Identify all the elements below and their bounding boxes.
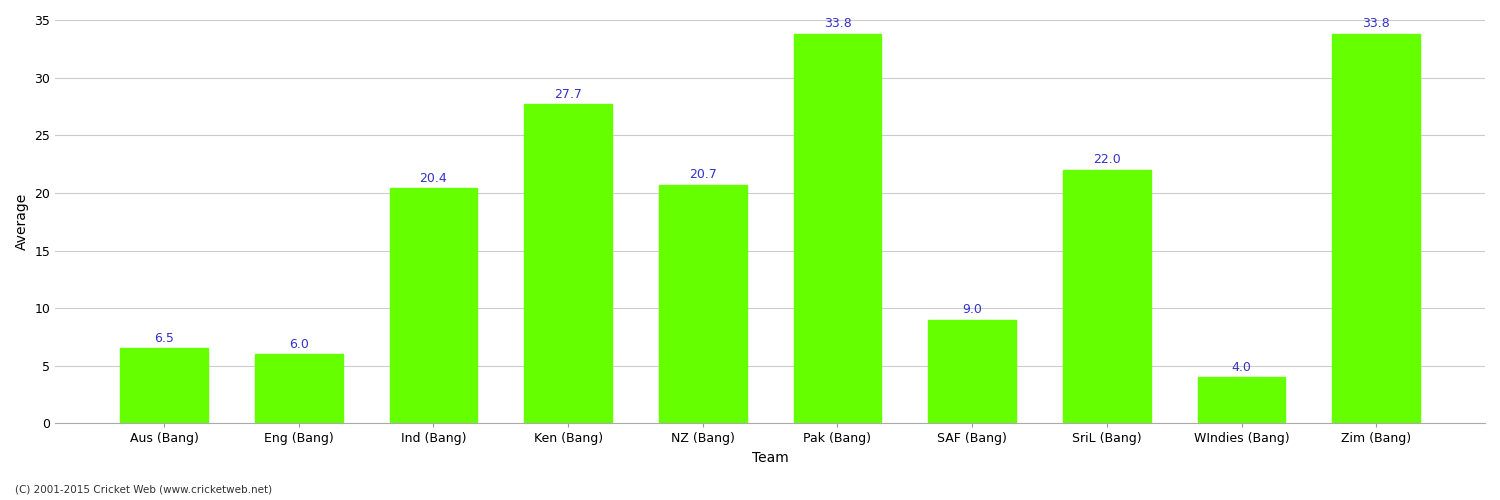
Text: 22.0: 22.0 — [1094, 154, 1120, 166]
Bar — [525, 104, 612, 424]
Bar — [255, 354, 342, 424]
Y-axis label: Average: Average — [15, 193, 28, 250]
Text: 27.7: 27.7 — [554, 88, 582, 101]
Text: 20.4: 20.4 — [420, 172, 447, 185]
Text: 6.5: 6.5 — [154, 332, 174, 345]
Bar — [1198, 378, 1286, 424]
Text: 33.8: 33.8 — [824, 18, 852, 30]
Bar — [120, 348, 208, 424]
Bar — [928, 320, 1016, 424]
X-axis label: Team: Team — [752, 451, 789, 465]
Text: 33.8: 33.8 — [1362, 18, 1390, 30]
Text: 9.0: 9.0 — [962, 303, 982, 316]
Bar — [1064, 170, 1150, 423]
Bar — [1332, 34, 1420, 423]
Text: 20.7: 20.7 — [688, 168, 717, 181]
Bar — [658, 185, 747, 424]
Text: 6.0: 6.0 — [290, 338, 309, 351]
Text: 4.0: 4.0 — [1232, 361, 1251, 374]
Bar — [794, 34, 882, 423]
Bar — [390, 188, 477, 424]
Text: (C) 2001-2015 Cricket Web (www.cricketweb.net): (C) 2001-2015 Cricket Web (www.cricketwe… — [15, 485, 272, 495]
